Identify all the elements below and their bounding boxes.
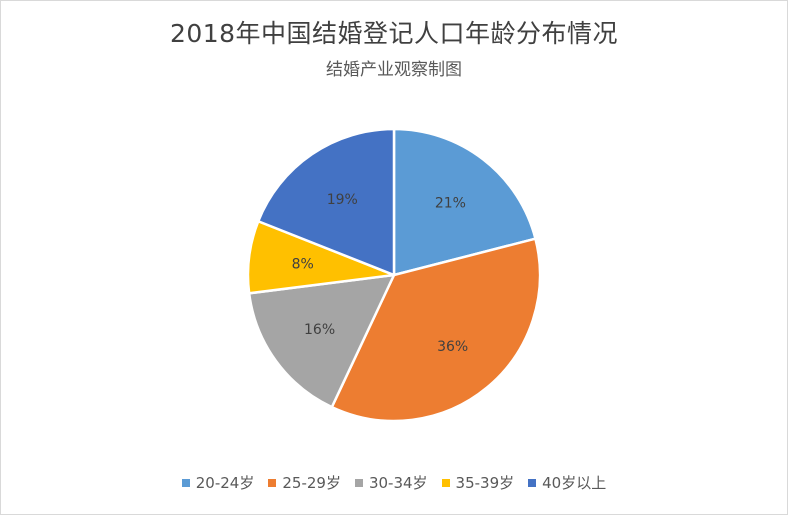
legend-item-40-plus[interactable]: 40岁以上	[528, 472, 606, 493]
legend-swatch	[268, 478, 277, 487]
chart-subtitle: 结婚产业观察制图	[326, 60, 462, 80]
legend-swatch	[528, 478, 537, 487]
legend-label: 25-29岁	[282, 474, 341, 492]
data-label-25-29: 36%	[437, 339, 468, 355]
legend-swatch	[181, 478, 190, 487]
pie-slice-30-34[interactable]	[247, 273, 396, 409]
legend-item-20-24[interactable]: 20-24岁	[181, 472, 255, 493]
legend-item-35-39[interactable]: 35-39岁	[441, 472, 515, 493]
legend: 20-24岁 25-29岁 30-34岁 35-39岁 40岁以上	[0, 472, 788, 493]
legend-label: 40岁以上	[542, 474, 607, 492]
pie-slice-40-plus[interactable]	[257, 127, 396, 277]
data-label-40-plus: 19%	[327, 192, 358, 208]
legend-item-30-34[interactable]: 30-34岁	[354, 472, 428, 493]
data-label-20-24: 21%	[435, 195, 466, 211]
legend-swatch	[354, 478, 363, 487]
legend-label: 20-24岁	[195, 474, 255, 492]
pie-slice-20-24[interactable]	[392, 127, 537, 277]
legend-item-25-29[interactable]: 25-29岁	[268, 472, 341, 493]
pie-slice-25-29[interactable]	[330, 237, 542, 423]
data-label-30-34: 16%	[304, 322, 335, 338]
legend-label: 30-34岁	[368, 474, 428, 492]
legend-swatch	[441, 478, 450, 487]
legend-label: 35-39岁	[455, 474, 515, 492]
chart-title: 2018年中国结婚登记人口年龄分布情况	[169, 19, 619, 48]
data-label-35-39: 8%	[292, 256, 314, 272]
